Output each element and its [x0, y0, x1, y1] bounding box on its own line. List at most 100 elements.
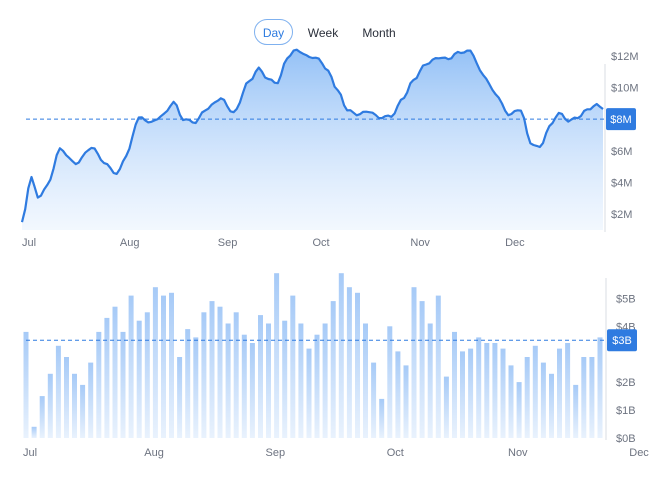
bar-54: [460, 351, 465, 438]
bar-52: [443, 376, 449, 438]
bar-67: [565, 343, 571, 438]
area-reference-label: $8M: [610, 114, 631, 126]
bar-35: [306, 348, 312, 438]
tab-month[interactable]: Month: [354, 19, 404, 45]
bar-37: [322, 323, 328, 438]
bar-y-tick-0: $0B: [616, 433, 636, 445]
bar-8: [88, 362, 94, 438]
bar-64: [540, 362, 546, 438]
bar-62: [524, 357, 530, 438]
area-x-tick-5: Dec: [505, 237, 525, 249]
bar-22: [201, 312, 207, 438]
bar-69: [581, 357, 587, 438]
bar-2: [39, 396, 45, 438]
area-x-tick-3: Oct: [313, 237, 330, 249]
bar-43: [371, 362, 377, 438]
bar-70: [589, 357, 595, 438]
bar-53: [452, 331, 457, 438]
revenue-area-chart: $2M $4M $6M $10M $12M Jul Aug Sep Oct Nov Dec $8M: [20, 48, 639, 249]
bar-x-tick-2: Sep: [266, 447, 286, 459]
bar-60: [508, 365, 514, 438]
bar-19: [177, 357, 183, 438]
bar-68: [573, 384, 579, 438]
bar-reference-label: $3B: [612, 335, 632, 347]
area-y-tick-0: $2M: [611, 209, 632, 221]
bar-25: [225, 323, 231, 438]
bar-65: [549, 373, 554, 438]
bar-63: [532, 345, 538, 438]
range-tabs: Day Week Month: [0, 19, 655, 47]
bar-26: [233, 312, 239, 438]
bar-9: [96, 331, 102, 438]
area-x-tick-4: Nov: [410, 237, 430, 249]
tab-day[interactable]: Day: [254, 19, 293, 45]
bar-32: [282, 320, 288, 438]
bar-47: [403, 365, 409, 438]
bar-61: [516, 382, 522, 438]
bar-15: [144, 312, 150, 438]
bar-30: [266, 323, 271, 438]
bar-59: [500, 348, 506, 438]
bar-41: [355, 292, 360, 438]
bar-36: [314, 334, 320, 438]
bar-0: [23, 331, 29, 438]
bar-56: [476, 337, 482, 438]
bar-4: [55, 345, 61, 438]
bar-40: [346, 287, 352, 438]
bar-27: [241, 334, 247, 438]
area-y-tick-1: $4M: [611, 178, 632, 190]
bar-24: [217, 306, 223, 438]
area-x-tick-2: Sep: [218, 237, 238, 249]
bar-34: [298, 323, 304, 438]
bar-y-tick-4: $5B: [616, 293, 636, 305]
bar-57: [484, 343, 490, 438]
bar-42: [363, 323, 368, 438]
bar-38: [330, 301, 336, 438]
bar-y-tick-2: $2B: [616, 377, 636, 389]
area-y-tick-3: $10M: [611, 83, 639, 95]
bar-reference-label-bg: [607, 329, 637, 352]
bar-10: [104, 317, 110, 438]
bar-16: [152, 287, 158, 438]
bar-23: [209, 301, 215, 438]
area-x-tick-0: Jul: [22, 237, 36, 249]
bar-7: [80, 384, 86, 438]
bar-x-tick-5: Dec: [629, 447, 649, 459]
bar-13: [128, 295, 134, 438]
area-x-tick-1: Aug: [120, 237, 140, 249]
area-y-tick-2: $6M: [611, 146, 632, 158]
bar-28: [249, 343, 255, 438]
bar-12: [120, 331, 126, 438]
bar-y-tick-1: $1B: [616, 405, 636, 417]
bar-49: [419, 301, 425, 438]
bar-55: [468, 348, 474, 438]
bar-33: [290, 295, 296, 438]
bar-46: [395, 351, 401, 438]
bar-45: [387, 326, 393, 438]
bar-17: [161, 295, 166, 438]
bar-6: [72, 373, 77, 438]
bar-x-tick-0: Jul: [23, 447, 37, 459]
area-fill: [22, 49, 603, 231]
area-reference-label-bg: [606, 108, 636, 131]
bar-11: [112, 306, 118, 438]
bar-48: [411, 287, 417, 438]
bar-39: [338, 273, 344, 438]
bar-58: [492, 343, 498, 438]
bar-20: [185, 329, 191, 438]
bar-31: [274, 273, 280, 438]
area-y-tick-4: $12M: [611, 51, 639, 63]
bar-66: [557, 348, 562, 438]
bar-14: [136, 320, 142, 438]
area-line: [20, 48, 604, 223]
bar-71: [597, 337, 603, 438]
bar-50: [427, 323, 433, 438]
bar-51: [435, 295, 441, 438]
bar-29: [258, 315, 263, 438]
tab-week[interactable]: Week: [300, 19, 346, 45]
bar-x-tick-1: Aug: [144, 447, 164, 459]
bar-x-tick-3: Oct: [387, 447, 404, 459]
bar-1: [31, 426, 37, 438]
